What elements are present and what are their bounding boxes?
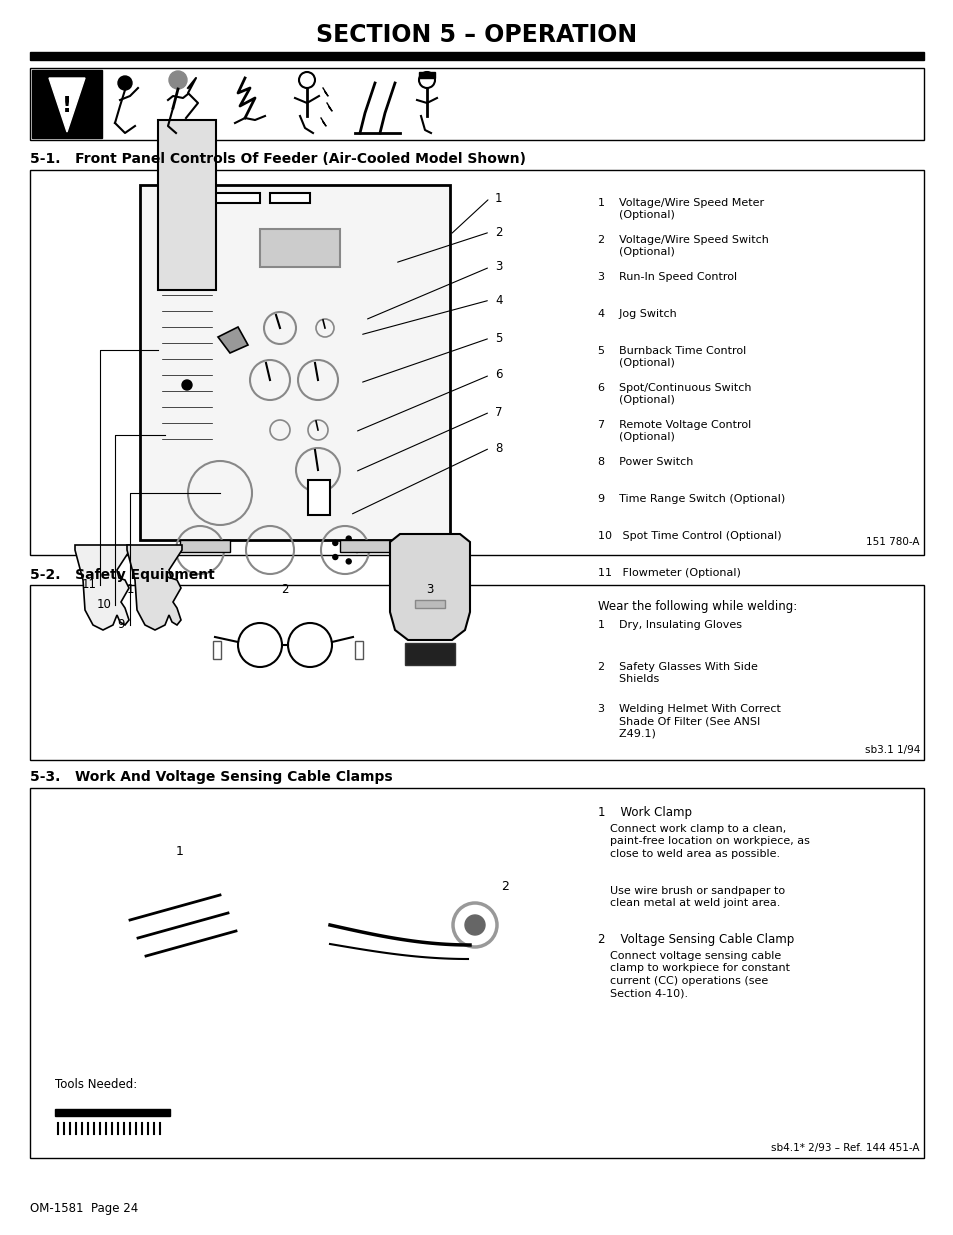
Bar <box>339 540 390 552</box>
Text: 1: 1 <box>126 583 133 597</box>
Bar <box>308 480 330 515</box>
Text: SECTION 5 – OPERATION: SECTION 5 – OPERATION <box>316 23 637 47</box>
Bar <box>418 72 435 78</box>
Circle shape <box>333 541 337 546</box>
Text: 1: 1 <box>495 191 502 205</box>
Text: 6    Spot/Continuous Switch
      (Optional): 6 Spot/Continuous Switch (Optional) <box>598 383 751 405</box>
Text: 4    Jog Switch: 4 Jog Switch <box>598 309 676 319</box>
Text: 2: 2 <box>500 881 508 893</box>
Bar <box>405 643 455 664</box>
Text: !: ! <box>62 96 72 116</box>
Text: 4: 4 <box>495 294 502 306</box>
Text: 10   Spot Time Control (Optional): 10 Spot Time Control (Optional) <box>598 531 781 541</box>
Text: 1    Voltage/Wire Speed Meter
      (Optional): 1 Voltage/Wire Speed Meter (Optional) <box>598 198 763 220</box>
Polygon shape <box>49 78 85 132</box>
Text: 11   Flowmeter (Optional): 11 Flowmeter (Optional) <box>598 568 740 578</box>
Polygon shape <box>127 545 182 630</box>
Circle shape <box>118 77 132 90</box>
Text: 3: 3 <box>426 583 434 597</box>
Polygon shape <box>390 534 470 640</box>
Bar <box>270 193 310 203</box>
Bar <box>158 120 215 290</box>
Circle shape <box>355 547 359 552</box>
Text: 11: 11 <box>82 578 97 592</box>
Bar <box>30 585 923 760</box>
Bar <box>213 641 221 659</box>
Text: 5-3.   Work And Voltage Sensing Cable Clamps: 5-3. Work And Voltage Sensing Cable Clam… <box>30 769 393 784</box>
Bar <box>140 185 450 540</box>
Text: 3    Welding Helmet With Correct
      Shade Of Filter (See ANSI
      Z49.1): 3 Welding Helmet With Correct Shade Of F… <box>598 704 781 739</box>
Text: sb3.1 1/94: sb3.1 1/94 <box>863 745 919 755</box>
Text: 5-1.   Front Panel Controls Of Feeder (Air-Cooled Model Shown): 5-1. Front Panel Controls Of Feeder (Air… <box>30 152 525 165</box>
Bar <box>30 68 923 140</box>
Circle shape <box>464 915 484 935</box>
Polygon shape <box>218 327 248 353</box>
Text: 8: 8 <box>495 441 502 454</box>
Text: 1: 1 <box>176 845 184 858</box>
Text: sb4.1* 2/93 – Ref. 144 451-A: sb4.1* 2/93 – Ref. 144 451-A <box>771 1144 919 1153</box>
Circle shape <box>182 380 192 390</box>
Text: 2: 2 <box>495 226 502 238</box>
Bar <box>180 540 230 552</box>
Text: 1    Work Clamp: 1 Work Clamp <box>598 806 691 819</box>
Text: 5    Burnback Time Control
      (Optional): 5 Burnback Time Control (Optional) <box>598 346 745 368</box>
Bar <box>55 1109 170 1116</box>
Text: Connect work clamp to a clean,
paint-free location on workpiece, as
close to wel: Connect work clamp to a clean, paint-fre… <box>609 824 809 858</box>
Text: 8    Power Switch: 8 Power Switch <box>598 457 693 467</box>
Text: Tools Needed:: Tools Needed: <box>55 1078 137 1091</box>
Text: 10: 10 <box>97 599 112 611</box>
Text: Connect voltage sensing cable
clamp to workpiece for constant
current (CC) opera: Connect voltage sensing cable clamp to w… <box>609 951 789 998</box>
Bar <box>30 52 923 61</box>
Bar <box>260 228 339 267</box>
Bar <box>415 600 444 608</box>
Bar <box>205 193 260 203</box>
Text: Wear the following while welding:: Wear the following while welding: <box>598 600 797 613</box>
Circle shape <box>346 536 351 541</box>
Circle shape <box>169 70 187 89</box>
Circle shape <box>333 555 337 559</box>
Bar <box>30 170 923 555</box>
Bar <box>30 788 923 1158</box>
Text: 5: 5 <box>495 331 502 345</box>
Text: 151 780-A: 151 780-A <box>865 537 919 547</box>
Text: 6: 6 <box>495 368 502 382</box>
Bar <box>32 70 102 138</box>
Text: Use wire brush or sandpaper to
clean metal at weld joint area.: Use wire brush or sandpaper to clean met… <box>609 885 784 909</box>
Text: 3    Run-In Speed Control: 3 Run-In Speed Control <box>598 272 737 282</box>
Text: OM-1581  Page 24: OM-1581 Page 24 <box>30 1202 138 1215</box>
Text: 2: 2 <box>281 583 289 597</box>
Text: 9    Time Range Switch (Optional): 9 Time Range Switch (Optional) <box>598 494 784 504</box>
Text: 3: 3 <box>495 261 502 273</box>
Text: 7    Remote Voltage Control
      (Optional): 7 Remote Voltage Control (Optional) <box>598 420 750 442</box>
Text: 7: 7 <box>495 405 502 419</box>
Circle shape <box>346 559 351 564</box>
Text: 2    Voltage Sensing Cable Clamp: 2 Voltage Sensing Cable Clamp <box>598 932 794 946</box>
Text: 5-2.   Safety Equipment: 5-2. Safety Equipment <box>30 568 214 582</box>
Polygon shape <box>75 545 130 630</box>
Text: 2    Safety Glasses With Side
      Shields: 2 Safety Glasses With Side Shields <box>598 662 757 684</box>
Text: 1    Dry, Insulating Gloves: 1 Dry, Insulating Gloves <box>598 620 741 630</box>
Text: 9: 9 <box>117 619 125 631</box>
Bar <box>355 641 363 659</box>
Text: 2    Voltage/Wire Speed Switch
      (Optional): 2 Voltage/Wire Speed Switch (Optional) <box>598 235 768 257</box>
